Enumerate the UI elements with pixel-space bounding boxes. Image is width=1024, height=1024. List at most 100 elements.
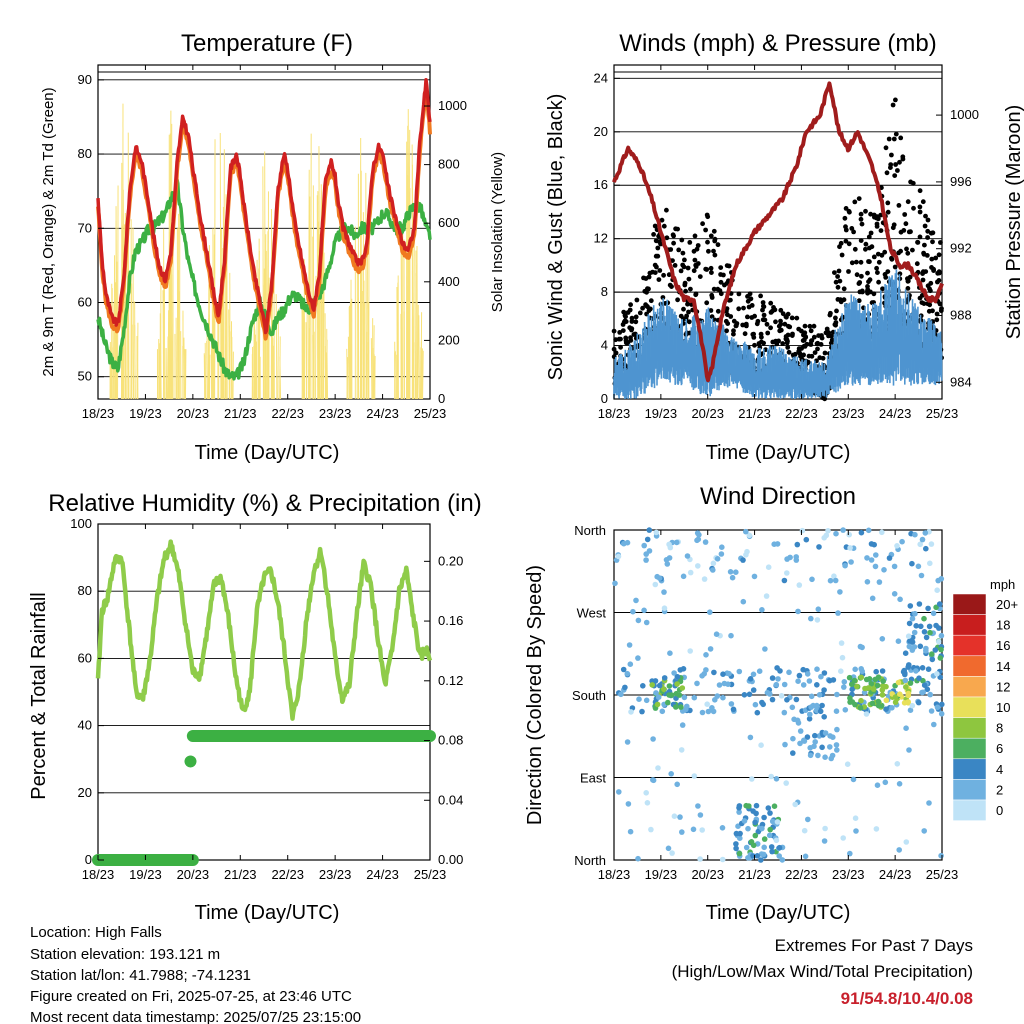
gust-point: [648, 298, 654, 304]
direction-point: [853, 828, 859, 834]
direction-point: [781, 577, 788, 584]
direction-point: [838, 668, 844, 674]
direction-point: [857, 705, 864, 711]
direction-point: [668, 771, 674, 777]
direction-point: [903, 684, 909, 690]
direction-point: [699, 709, 706, 716]
direction-point: [852, 666, 858, 673]
direction-point: [816, 692, 823, 698]
gust-point: [866, 259, 871, 264]
x-tick-label: 22/23: [785, 867, 818, 882]
gust-point: [667, 282, 673, 288]
gust-point: [695, 243, 701, 248]
gust-point: [672, 263, 678, 268]
gust-point: [629, 327, 634, 333]
gust-point: [863, 246, 868, 252]
gust-point: [706, 248, 711, 254]
direction-point: [771, 803, 778, 809]
direction-point: [872, 676, 879, 683]
direction-label: South: [572, 688, 606, 703]
direction-point: [710, 708, 717, 715]
direction-point: [809, 576, 815, 583]
direction-point: [703, 667, 709, 673]
direction-point: [868, 541, 875, 547]
gust-point: [782, 321, 788, 327]
direction-point: [703, 652, 709, 658]
direction-point: [907, 707, 914, 713]
direction-point: [773, 776, 780, 782]
direction-point: [850, 776, 857, 783]
direction-point: [740, 557, 746, 563]
wind-direction-y-ticks: North East South West North: [572, 523, 606, 868]
direction-point: [710, 560, 717, 567]
direction-point: [643, 619, 650, 626]
gust-point: [874, 221, 880, 227]
direction-point: [934, 587, 940, 593]
direction-point: [659, 708, 666, 715]
direction-point: [802, 853, 809, 860]
direction-point: [907, 680, 914, 686]
temperature-y-ticks: 50 60 70 80 90: [78, 72, 104, 384]
direction-point: [669, 850, 675, 856]
direction-point: [934, 671, 940, 677]
direction-point: [926, 623, 933, 630]
direction-point: [916, 601, 923, 607]
gust-point: [623, 314, 628, 319]
direction-point: [754, 853, 761, 859]
gust-point: [917, 209, 923, 215]
solar-spike: [321, 331, 323, 400]
y2-tick-label: 992: [950, 241, 972, 256]
direction-point: [928, 541, 935, 547]
gust-point: [934, 317, 940, 323]
gust-point: [708, 233, 714, 239]
y2-tick-label: 200: [438, 332, 460, 347]
direction-point: [756, 668, 763, 674]
solar-spike: [366, 331, 368, 400]
direction-point: [733, 830, 740, 837]
gust-point: [841, 297, 847, 303]
direction-point: [767, 826, 773, 833]
direction-point: [896, 847, 902, 853]
direction-point: [684, 553, 691, 559]
gust-point: [925, 283, 931, 289]
gust-point: [752, 342, 757, 348]
direction-point: [800, 666, 806, 673]
direction-point: [741, 818, 748, 824]
gust-point: [925, 217, 931, 223]
y2-tick-label: 988: [950, 308, 972, 323]
direction-point: [776, 844, 783, 851]
solar-spike: [359, 289, 362, 400]
gust-point: [685, 265, 691, 271]
gust-point: [933, 255, 939, 261]
y2-tick-label: 0.08: [438, 733, 463, 748]
rainfall-series: [92, 730, 436, 866]
gust-point: [866, 234, 872, 240]
x-tick-label: 20/23: [691, 867, 724, 882]
direction-point: [919, 665, 926, 671]
direction-point: [737, 835, 743, 841]
gust-point: [731, 328, 736, 334]
direction-point: [937, 655, 944, 661]
x-tick-label: 24/23: [879, 867, 912, 882]
direction-point: [842, 707, 849, 713]
direction-point: [786, 669, 792, 676]
wind-direction-title: Wind Direction: [700, 483, 856, 510]
y2-tick-label: 1000: [950, 107, 979, 122]
direction-point: [808, 615, 814, 622]
gust-point: [926, 308, 932, 314]
extremes-subtitle: (High/Low/Max Wind/Total Precipitation): [672, 962, 973, 981]
gust-point: [796, 349, 802, 354]
direction-point: [618, 691, 624, 698]
gust-point: [866, 279, 871, 285]
direction-point: [743, 528, 749, 535]
gust-point: [786, 323, 791, 329]
direction-point: [751, 573, 758, 580]
direction-point: [935, 577, 941, 584]
direction-point: [776, 853, 782, 859]
gust-point: [758, 293, 763, 299]
direction-point: [833, 530, 839, 537]
solar-spike: [171, 274, 173, 400]
gust-point: [828, 340, 834, 346]
gust-point: [644, 289, 649, 295]
gust-point: [736, 291, 742, 297]
